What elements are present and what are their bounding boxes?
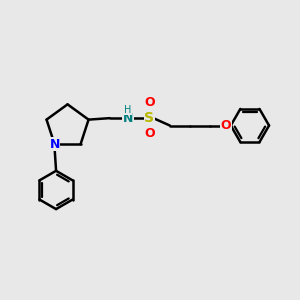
Text: N: N — [123, 112, 133, 124]
Text: S: S — [144, 111, 154, 125]
Text: O: O — [144, 127, 154, 140]
Text: O: O — [220, 119, 231, 132]
Text: O: O — [144, 96, 154, 109]
Text: H: H — [124, 105, 132, 115]
Text: N: N — [50, 138, 60, 151]
